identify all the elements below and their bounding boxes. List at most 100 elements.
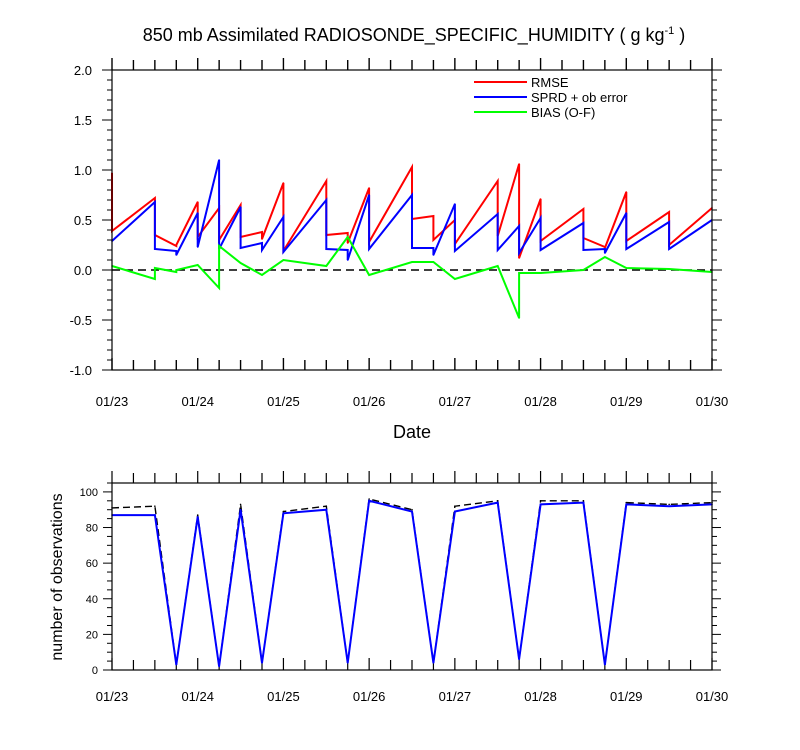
- data-point-rmse: [196, 201, 199, 203]
- data-point-sprd-ob-error: [261, 249, 263, 251]
- data-point-assimilated-observations: [518, 658, 520, 661]
- data-point-rmse: [411, 166, 413, 168]
- series-line-sprd-ob-error: [111, 159, 713, 261]
- bottom-panel-x-tick-labels: 01/23 01/24 01/25 01/26 01/27 01/28 01/29 01/30: [96, 689, 729, 704]
- data-point-rmse: [175, 244, 178, 246]
- series-line-assimilated-observations: [112, 499, 713, 667]
- y-tick-label: 0.5: [74, 213, 92, 228]
- legend-label-bias-o-f: BIAS (O-F): [531, 105, 595, 120]
- data-point-sprd-ob-error: [604, 248, 606, 250]
- data-point-sprd-ob-error: [496, 213, 499, 215]
- data-point-sprd-ob-error: [239, 247, 242, 249]
- data-point-sprd-ob-error: [582, 222, 585, 224]
- data-point-sprd-ob-error: [261, 242, 263, 244]
- data-point-possible-observations: [454, 505, 456, 507]
- data-point-possible-observations: [239, 503, 242, 506]
- data-point-sprd-ob-error: [175, 250, 178, 252]
- y-tick-label: 1.0: [74, 163, 92, 178]
- data-point-rmse: [432, 239, 435, 241]
- data-point-bias-o-f: [625, 267, 628, 269]
- data-point-sprd-ob-error: [154, 248, 156, 250]
- data-point-rmse: [325, 180, 328, 182]
- bottom-panel-frame: [111, 482, 713, 671]
- data-point-assimilated-observations: [239, 508, 242, 511]
- data-point-sprd-ob-error: [282, 251, 285, 253]
- top-panel-ticks: [102, 58, 722, 371]
- data-point-sprd-ob-error: [218, 159, 220, 161]
- data-point-sprd-ob-error: [368, 248, 370, 250]
- data-point-sprd-ob-error: [411, 247, 413, 249]
- y-axis-label-number-of-observations: number of observations: [49, 493, 66, 660]
- data-point-sprd-ob-error: [432, 254, 435, 256]
- legend-label-rmse: RMSE: [531, 75, 569, 90]
- data-point-assimilated-observations: [668, 505, 670, 507]
- x-tick-label: 01/25: [267, 394, 300, 409]
- series-line-bias-o-f: [111, 235, 713, 319]
- data-point-assimilated-observations: [154, 514, 156, 516]
- x-tick-label: 01/23: [96, 689, 129, 704]
- data-point-bias-o-f: [518, 272, 520, 274]
- x-tick-label: 01/24: [181, 689, 214, 704]
- data-point-bias-o-f: [325, 265, 328, 267]
- bottom-panel-series: [111, 498, 713, 668]
- x-tick-label: 01/28: [524, 394, 557, 409]
- data-point-possible-observations: [368, 498, 370, 500]
- data-point-bias-o-f: [518, 317, 520, 319]
- data-point-sprd-ob-error: [518, 225, 520, 227]
- data-point-bias-o-f: [239, 262, 242, 264]
- data-point-assimilated-observations: [582, 501, 585, 504]
- data-point-possible-observations: [539, 500, 542, 502]
- chart-title-superscript: -1: [665, 25, 675, 37]
- data-point-sprd-ob-error: [454, 203, 456, 205]
- data-point-assimilated-observations: [346, 662, 349, 664]
- data-point-assimilated-observations: [196, 516, 199, 518]
- legend-label-sprd-ob-error: SPRD + ob error: [531, 90, 628, 105]
- data-point-assimilated-observations: [625, 503, 628, 506]
- data-point-assimilated-observations: [325, 508, 328, 511]
- data-point-assimilated-observations: [539, 503, 542, 506]
- x-tick-label: 01/26: [353, 689, 386, 704]
- data-point-bias-o-f: [539, 272, 542, 274]
- data-point-rmse: [518, 257, 520, 259]
- data-point-sprd-ob-error: [668, 221, 670, 223]
- series-line-possible-observations: [111, 498, 713, 667]
- data-point-bias-o-f: [496, 265, 499, 267]
- y-tick-label: 40: [86, 594, 98, 606]
- data-point-bias-o-f: [604, 256, 606, 258]
- x-tick-label: 01/28: [524, 689, 557, 704]
- data-point-bias-o-f: [154, 267, 156, 269]
- top-panel-y-tick-labels: 2.0 1.5 1.0 0.5 0.0 -0.5 -1.0: [70, 63, 92, 378]
- data-point-possible-observations: [625, 501, 628, 504]
- x-tick-label: 01/29: [610, 689, 643, 704]
- data-point-assimilated-observations: [368, 500, 370, 502]
- data-point-sprd-ob-error: [625, 212, 628, 214]
- chart-title: 850 mb Assimilated RADIOSONDE_SPECIFIC_H…: [143, 25, 686, 46]
- y-tick-label: 1.5: [74, 113, 92, 128]
- data-point-possible-observations: [496, 500, 499, 502]
- data-point-assimilated-observations: [218, 665, 220, 668]
- data-point-sprd-ob-error: [346, 259, 349, 261]
- data-point-bias-o-f: [432, 261, 435, 263]
- data-point-assimilated-observations: [282, 512, 285, 515]
- x-tick-label: 01/30: [696, 394, 729, 409]
- data-point-bias-o-f: [668, 268, 670, 270]
- bottom-panel-y-tick-labels: 100 80 60 40 20 0: [80, 487, 98, 677]
- data-point-possible-observations: [668, 503, 670, 506]
- data-point-bias-o-f: [282, 259, 285, 261]
- data-point-bias-o-f: [411, 261, 413, 263]
- rmse-panel: 2.01.51.00.50.0-0.5-1.0 01/23 01/24 01/25 0…: [70, 58, 729, 442]
- data-point-sprd-ob-error: [325, 199, 328, 201]
- bottom-panel-ticks: [103, 471, 721, 671]
- data-point-rmse: [539, 198, 542, 200]
- top-panel-frame: [111, 69, 713, 371]
- y-tick-label: 0: [92, 665, 98, 677]
- y-tick-label: -1.0: [70, 363, 92, 378]
- x-tick-label: 01/30: [696, 689, 729, 704]
- data-point-bias-o-f: [582, 269, 585, 271]
- data-point-sprd-ob-error: [282, 216, 285, 218]
- data-point-sprd-ob-error: [196, 246, 199, 248]
- data-point-rmse: [346, 242, 349, 244]
